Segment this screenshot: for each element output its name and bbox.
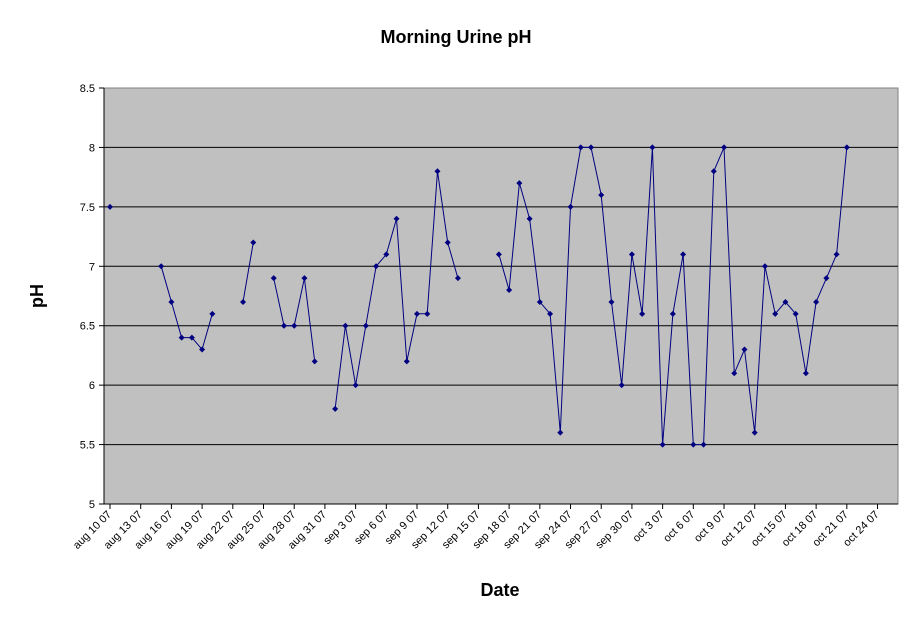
data-point	[403, 358, 410, 365]
y-axis-tick-labels: 5 5.5 6 6.5 7 7.5 8 8.5	[80, 83, 95, 511]
data-point	[393, 215, 400, 222]
data-point	[741, 346, 748, 353]
series-points	[107, 144, 850, 448]
data-point	[280, 322, 287, 329]
chart-title: Morning Urine pH	[381, 27, 532, 47]
data-point	[362, 322, 369, 329]
axes	[99, 87, 898, 509]
data-point	[414, 310, 421, 317]
data-point	[690, 441, 697, 448]
data-point	[700, 441, 707, 448]
data-point	[342, 322, 349, 329]
data-point	[639, 310, 646, 317]
y-tick-label: 6	[89, 380, 95, 392]
data-point	[802, 370, 809, 377]
data-point	[680, 251, 687, 258]
data-point	[240, 298, 247, 305]
data-point	[444, 239, 451, 246]
data-point	[547, 310, 554, 317]
data-point	[188, 334, 195, 341]
data-point	[454, 275, 461, 282]
data-point	[587, 144, 594, 151]
data-point	[751, 429, 758, 436]
x-tick-label: oct 6 07	[661, 509, 697, 545]
y-tick-label: 8.5	[80, 83, 95, 95]
data-point	[506, 287, 513, 294]
data-point	[250, 239, 257, 246]
data-point	[782, 298, 789, 305]
data-point	[291, 322, 298, 329]
data-point	[536, 298, 543, 305]
data-point	[567, 203, 574, 210]
y-tick-label: 5.5	[80, 440, 95, 452]
data-point	[618, 382, 625, 389]
data-point	[270, 275, 277, 282]
data-point	[424, 310, 431, 317]
data-point	[434, 168, 441, 175]
series-line-segment	[160, 266, 213, 351]
plot-area	[103, 87, 899, 505]
data-point	[721, 144, 728, 151]
gridlines	[104, 146, 898, 446]
data-point	[731, 370, 738, 377]
data-point	[833, 251, 840, 258]
data-point	[178, 334, 185, 341]
data-point	[209, 310, 216, 317]
y-tick-label: 5	[89, 499, 95, 511]
data-point	[669, 310, 676, 317]
data-point	[526, 215, 533, 222]
data-point	[383, 251, 390, 258]
data-point	[516, 180, 523, 187]
data-point	[628, 251, 635, 258]
data-point	[168, 298, 175, 305]
data-point	[598, 191, 605, 198]
y-tick-label: 8	[89, 142, 95, 154]
y-tick-label: 7	[89, 261, 95, 273]
data-point	[843, 144, 850, 151]
x-tick-label: oct 3 07	[631, 509, 667, 545]
data-point	[332, 405, 339, 412]
series-line-segment	[242, 242, 254, 302]
data-point	[301, 275, 308, 282]
data-point	[761, 263, 768, 270]
data-point	[608, 298, 615, 305]
data-point	[813, 298, 820, 305]
data-point	[352, 382, 359, 389]
data-point	[495, 251, 502, 258]
data-point	[649, 144, 656, 151]
data-point	[792, 310, 799, 317]
data-point	[311, 358, 318, 365]
data-point	[772, 310, 779, 317]
y-tick-label: 7.5	[80, 202, 95, 214]
data-point	[199, 346, 206, 353]
data-point	[557, 429, 564, 436]
data-point	[158, 263, 165, 270]
data-point	[823, 275, 830, 282]
y-tick-label: 6.5	[80, 321, 95, 333]
data-point	[710, 168, 717, 175]
data-point	[107, 203, 113, 210]
x-axis-title: Date	[480, 580, 519, 600]
y-axis-title: pH	[27, 284, 47, 308]
data-point	[659, 441, 666, 448]
data-point	[577, 144, 584, 151]
data-point	[373, 263, 380, 270]
